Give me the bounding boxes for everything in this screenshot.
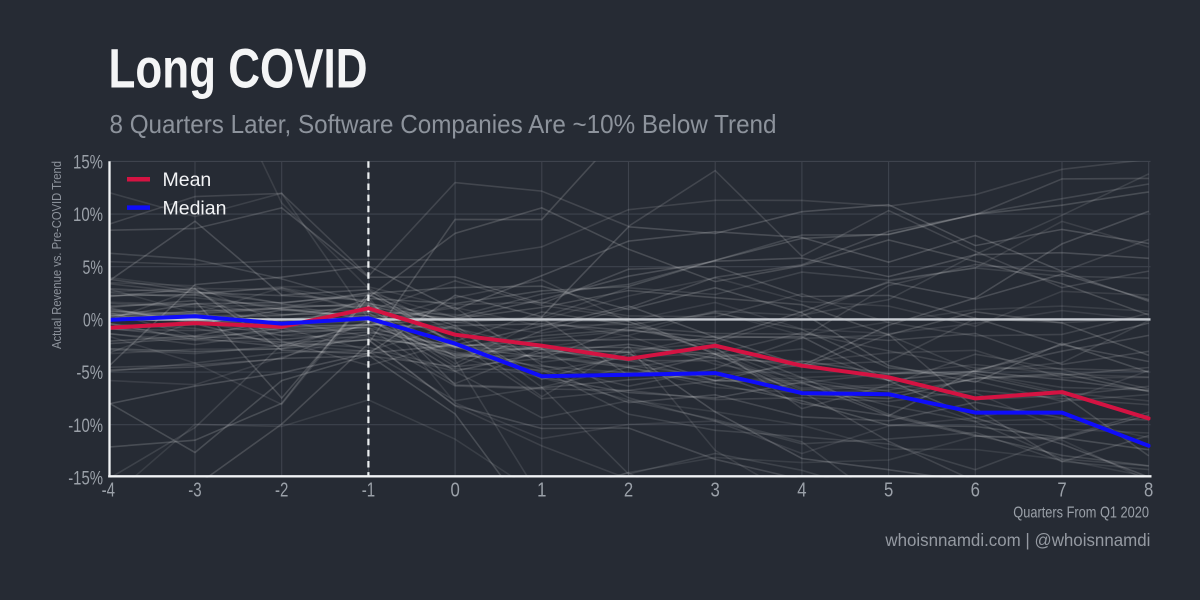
svg-text:6: 6: [971, 480, 980, 502]
svg-text:10%: 10%: [73, 204, 103, 226]
svg-text:Actual Revenue vs. Pre-COVID T: Actual Revenue vs. Pre-COVID Trend: [49, 161, 64, 349]
svg-text:4: 4: [797, 480, 806, 502]
svg-text:-1: -1: [362, 480, 375, 502]
svg-text:-10%: -10%: [68, 415, 103, 437]
svg-text:0: 0: [450, 480, 459, 502]
svg-text:-2: -2: [275, 480, 288, 502]
svg-text:15%: 15%: [73, 152, 103, 174]
svg-text:5%: 5%: [83, 257, 104, 279]
svg-text:whoisnnamdi.com | @whoisnnamdi: whoisnnamdi.com | @whoisnnamdi: [884, 530, 1150, 550]
svg-text:5: 5: [884, 480, 893, 502]
svg-text:3: 3: [711, 480, 720, 502]
svg-text:Median: Median: [163, 198, 227, 220]
svg-text:-3: -3: [188, 480, 201, 502]
svg-text:-15%: -15%: [68, 468, 103, 490]
svg-text:-4: -4: [102, 480, 115, 502]
svg-text:-5%: -5%: [76, 362, 103, 384]
svg-text:Mean: Mean: [163, 169, 212, 191]
svg-text:0%: 0%: [83, 310, 103, 332]
svg-text:2: 2: [624, 480, 633, 502]
svg-text:8: 8: [1144, 480, 1153, 502]
svg-text:1: 1: [537, 480, 546, 502]
svg-text:7: 7: [1057, 480, 1066, 502]
svg-text:Long COVID: Long COVID: [109, 37, 368, 100]
svg-text:8 Quarters Later, Software Com: 8 Quarters Later, Software Companies Are…: [110, 109, 777, 139]
svg-text:Quarters From Q1 2020: Quarters From Q1 2020: [1013, 505, 1149, 522]
